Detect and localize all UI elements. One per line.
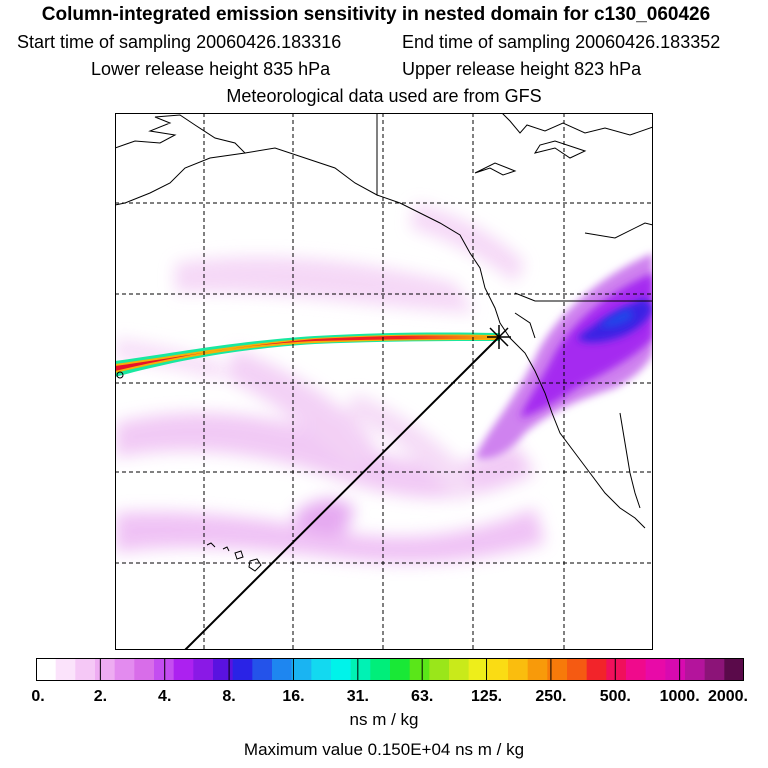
colorbar-cell xyxy=(370,658,391,681)
end-time-label: End time of sampling 20060426.183352 xyxy=(402,32,721,52)
colorbar-tick-label: 0. xyxy=(31,688,45,705)
colorbar-cell xyxy=(606,658,627,681)
map-frame xyxy=(115,113,653,650)
colorbar-cell xyxy=(114,658,135,681)
sensitivity-plume xyxy=(475,253,653,460)
colorbar-cell xyxy=(134,658,155,681)
colorbar-tick-label: 63. xyxy=(411,688,434,705)
colorbar-cell xyxy=(645,658,666,681)
lower-release-label: Lower release height 835 hPa xyxy=(91,59,331,79)
trajectory-band xyxy=(115,332,500,377)
colorbar-cell xyxy=(291,658,312,681)
colorbar-tick-label: 125. xyxy=(470,688,503,705)
colorbar-cell xyxy=(626,658,647,681)
lat-lon-grid xyxy=(115,113,653,650)
colorbar-cell xyxy=(567,658,588,681)
colorbar-cell xyxy=(252,658,273,681)
colorbar-cell xyxy=(390,658,411,681)
colorbar-tick-label: 16. xyxy=(282,688,305,705)
colorbar-cell xyxy=(173,658,194,681)
colorbar-tick-label: 4. xyxy=(158,688,172,705)
met-data-label: Meteorological data used are from GFS xyxy=(226,86,542,106)
start-time-label: Start time of sampling 20060426.183316 xyxy=(17,32,342,52)
colorbar-cell xyxy=(193,658,214,681)
colorbar-tick-label: 250. xyxy=(535,688,567,705)
coastlines xyxy=(115,113,653,572)
flight-track-line xyxy=(184,336,500,650)
colorbar-cell xyxy=(665,658,686,681)
colorbar-cell xyxy=(508,658,529,681)
colorbar-cell xyxy=(586,658,607,681)
colorbar-cell xyxy=(527,658,548,681)
colorbar-cell xyxy=(468,658,489,681)
colorbar-units: ns m / kg xyxy=(349,710,419,729)
colorbar-cell xyxy=(449,658,470,681)
maximum-value-label: Maximum value 0.150E+04 ns m / kg xyxy=(243,740,525,759)
colorbar-cell xyxy=(232,658,253,681)
sensitivity-field-light xyxy=(115,203,545,563)
colorbar-cell xyxy=(724,658,744,681)
colorbar-tick-label: 2000. xyxy=(707,688,748,705)
colorbar-cell xyxy=(55,658,76,681)
colorbar-cell xyxy=(331,658,352,681)
colorbar-tick-label: 500. xyxy=(599,688,631,705)
colorbar xyxy=(36,658,744,681)
emission-sensitivity-map xyxy=(115,113,653,650)
colorbar-cell xyxy=(685,658,706,681)
colorbar-cell xyxy=(154,658,175,681)
colorbar-tick-label: 2. xyxy=(93,688,108,705)
trajectory-end-marker xyxy=(116,371,124,379)
colorbar-cell xyxy=(547,658,568,681)
upper-release-label: Upper release height 823 hPa xyxy=(402,59,642,79)
colorbar-tick-label: 1000. xyxy=(659,688,700,705)
colorbar-cell xyxy=(429,658,450,681)
colorbar-cell xyxy=(311,658,332,681)
colorbar-cell xyxy=(488,658,509,681)
colorbar-tick-label: 31. xyxy=(346,688,369,705)
colorbar-cell xyxy=(350,658,371,681)
colorbar-cell xyxy=(272,658,293,681)
plot-title: Column-integrated emission sensitivity i… xyxy=(41,4,711,25)
colorbar-cell xyxy=(95,658,116,681)
colorbar-cell xyxy=(75,658,96,681)
receptor-marker xyxy=(487,325,511,349)
colorbar-cell xyxy=(213,658,234,681)
colorbar-cell xyxy=(36,658,57,681)
colorbar-cell xyxy=(409,658,430,681)
colorbar-cell xyxy=(704,658,725,681)
colorbar-tick-label: 8. xyxy=(222,688,236,705)
